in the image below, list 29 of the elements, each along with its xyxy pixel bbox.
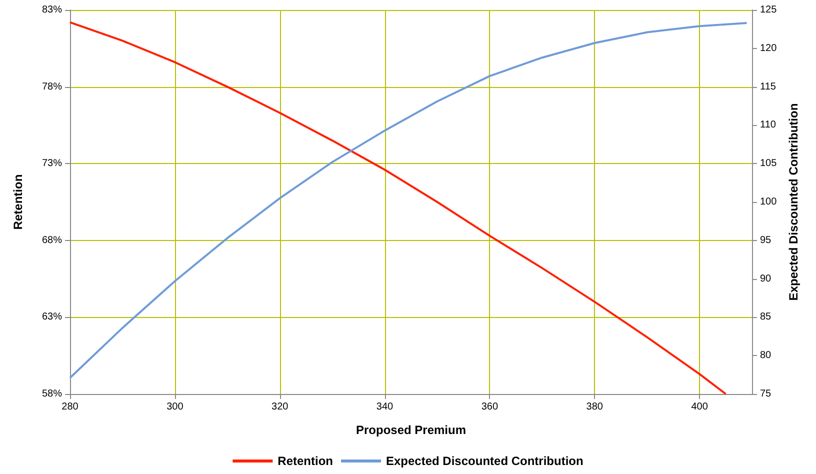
legend-label: Retention bbox=[278, 454, 334, 468]
x-tick-label: 340 bbox=[376, 402, 394, 412]
y-tick-label: 83% bbox=[42, 4, 62, 16]
y2-tick-label: 115 bbox=[760, 81, 776, 92]
y2-tick-label: 75 bbox=[760, 388, 772, 400]
x-tick-label: 280 bbox=[62, 402, 79, 412]
x-axis-title: Proposed Premium bbox=[356, 423, 466, 437]
x-tick-label: 360 bbox=[481, 402, 498, 412]
x-tick-label: 300 bbox=[166, 402, 184, 412]
y-tick-label: 58% bbox=[42, 388, 62, 400]
x-tick-label: 320 bbox=[272, 402, 289, 412]
y2-tick-label: 110 bbox=[760, 120, 776, 131]
y2-tick-label: 95 bbox=[760, 234, 772, 246]
y2-tick-label: 100 bbox=[760, 196, 778, 208]
y-axis-title: Retention bbox=[11, 174, 25, 230]
y2-tick-label: 90 bbox=[760, 273, 772, 284]
y-tick-label: 68% bbox=[42, 234, 62, 246]
y2-tick-label: 85 bbox=[760, 312, 772, 323]
y2-tick-label: 125 bbox=[760, 4, 778, 16]
x-tick-label: 380 bbox=[586, 402, 604, 412]
legend-label: Expected Discounted Contribution bbox=[386, 454, 584, 468]
y-tick-label: 78% bbox=[42, 81, 62, 92]
y-tick-label: 73% bbox=[42, 158, 62, 170]
y2-axis-title: Expected Discounted Contribution bbox=[786, 103, 801, 301]
y2-tick-label: 80 bbox=[760, 350, 772, 362]
y2-tick-label: 120 bbox=[760, 42, 778, 54]
y-tick-label: 63% bbox=[42, 312, 62, 323]
x-tick-label: 400 bbox=[691, 402, 708, 412]
y2-tick-label: 105 bbox=[760, 158, 778, 170]
